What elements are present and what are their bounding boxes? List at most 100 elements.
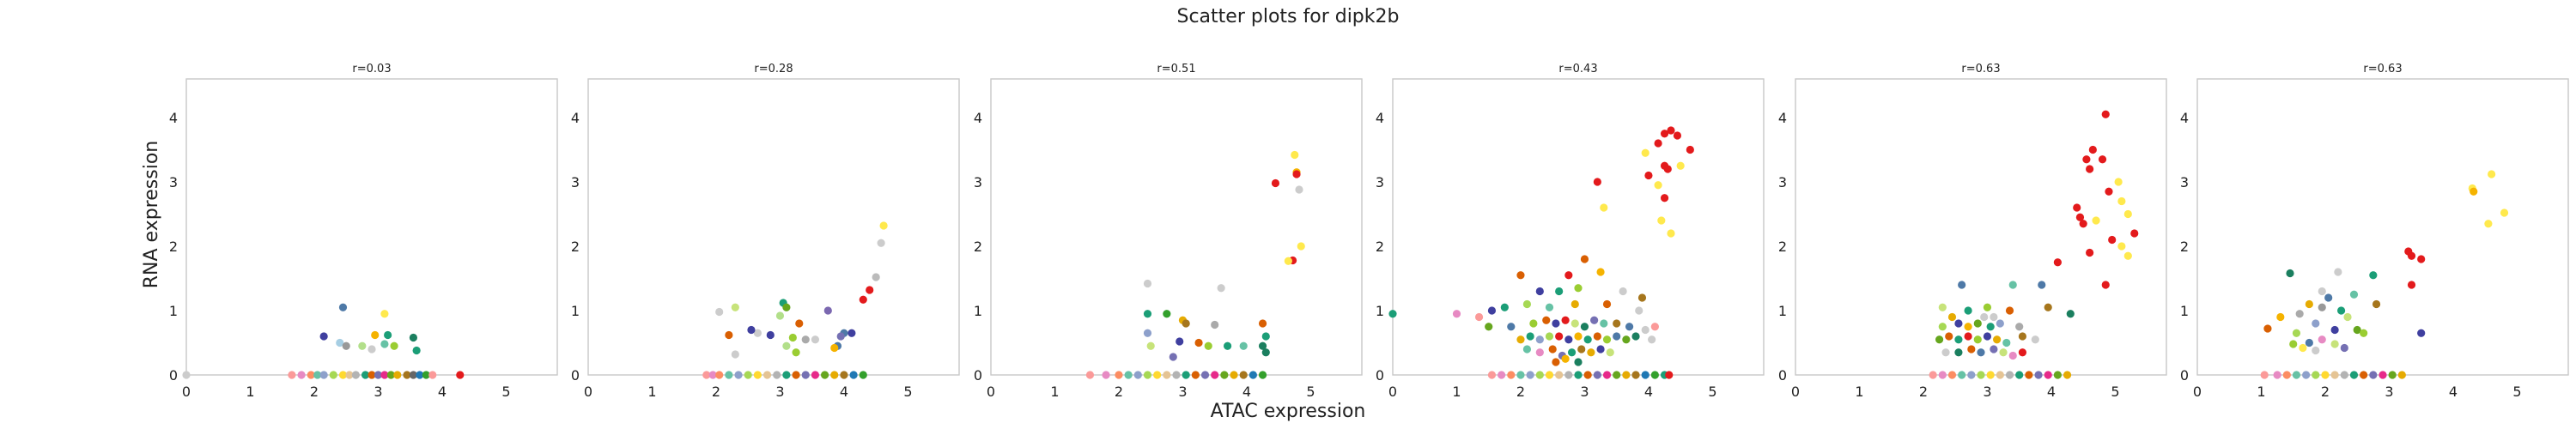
data-point — [2073, 203, 2081, 212]
data-point — [2397, 371, 2406, 379]
y-tick-label: 1 — [1376, 303, 1384, 319]
data-point — [1580, 323, 1589, 331]
data-point — [1941, 348, 1950, 357]
data-point — [731, 350, 739, 359]
data-point — [2008, 351, 2017, 360]
data-point — [456, 371, 465, 379]
data-point — [2018, 348, 2027, 357]
y-tick-label: 0 — [974, 367, 982, 384]
data-point — [2349, 290, 2359, 299]
data-point — [1613, 332, 1621, 341]
data-point — [1596, 345, 1605, 353]
x-tick-label: 2 — [1516, 384, 1525, 400]
data-point — [1958, 371, 1966, 379]
x-tick-label: 3 — [1178, 384, 1187, 400]
data-point — [773, 371, 781, 379]
x-tick-label: 1 — [1452, 384, 1461, 400]
data-point — [1631, 332, 1640, 341]
data-point — [2117, 196, 2126, 206]
data-point — [753, 371, 762, 379]
x-tick-label: 1 — [246, 384, 254, 400]
data-point — [1292, 170, 1301, 178]
data-point — [1567, 348, 1577, 357]
data-point — [1990, 312, 1998, 322]
data-point — [2038, 281, 2046, 289]
data-point — [1660, 130, 1669, 138]
x-tick-label: 3 — [2385, 384, 2393, 400]
data-point — [1593, 371, 1601, 379]
y-tick-label: 3 — [1376, 174, 1384, 190]
data-point — [182, 371, 191, 379]
plot-frame — [1392, 78, 1765, 376]
data-point — [2276, 312, 2285, 322]
data-point — [409, 371, 418, 379]
y-tick-label: 3 — [169, 174, 178, 190]
data-point — [1935, 335, 1944, 344]
scatter-panel: r=0.28 0 1 2 3 4 5 0 1 2 3 4 — [571, 63, 960, 400]
data-point — [1973, 319, 1982, 328]
data-point — [2360, 371, 2368, 379]
data-point — [390, 341, 398, 350]
x-tick-label: 0 — [1388, 384, 1397, 400]
data-point — [1600, 319, 1608, 328]
data-point — [297, 371, 306, 379]
data-point — [2324, 293, 2333, 302]
data-point — [1625, 323, 1634, 331]
panel-title: r=0.43 — [1558, 63, 1597, 76]
data-point — [384, 330, 392, 340]
data-point — [2500, 208, 2509, 217]
data-point — [2082, 155, 2091, 164]
data-point — [1220, 371, 1229, 379]
data-point — [1631, 371, 1640, 379]
data-point — [2123, 251, 2132, 260]
data-point — [1182, 371, 1190, 379]
data-point — [1535, 287, 1544, 296]
data-point — [782, 303, 791, 311]
x-tick-label: 1 — [1050, 384, 1059, 400]
data-point — [1938, 371, 1947, 379]
data-point — [2066, 310, 2075, 318]
panel-title: r=0.51 — [1157, 63, 1195, 76]
data-point — [1983, 303, 1992, 311]
data-point — [715, 307, 724, 317]
x-tick-label: 0 — [987, 384, 995, 400]
data-point — [1954, 335, 1963, 344]
data-point — [1967, 345, 1976, 353]
x-tick-label: 2 — [1919, 384, 1928, 400]
data-point — [1602, 371, 1612, 379]
y-tick-label: 1 — [571, 303, 580, 319]
x-tick-label: 5 — [1708, 384, 1716, 400]
data-point — [811, 335, 820, 344]
data-point — [1555, 287, 1564, 296]
data-point — [1990, 345, 1998, 353]
data-point — [1641, 371, 1649, 379]
data-point — [1564, 271, 1573, 280]
data-point — [386, 371, 395, 379]
data-point — [2349, 371, 2359, 379]
data-point — [2407, 251, 2416, 260]
data-point — [1295, 185, 1303, 194]
data-point — [1163, 371, 1171, 379]
data-point — [1297, 242, 1305, 251]
data-point — [1980, 312, 1989, 322]
data-point — [1516, 371, 1525, 379]
x-tick-label: 2 — [1115, 384, 1123, 400]
data-point — [1485, 323, 1493, 331]
x-tick-label: 0 — [182, 384, 191, 400]
data-point — [393, 371, 402, 379]
data-point — [1635, 306, 1643, 315]
data-point — [1619, 287, 1627, 296]
y-tick-label: 4 — [974, 110, 982, 126]
data-point — [2086, 248, 2094, 257]
data-point — [2263, 324, 2272, 333]
x-tick-label: 4 — [2449, 384, 2458, 400]
data-point — [1211, 371, 1219, 379]
data-point — [380, 340, 389, 348]
data-point — [1650, 371, 1659, 379]
data-point — [2130, 229, 2139, 238]
data-point — [1182, 319, 1190, 328]
plot-frame — [185, 78, 558, 376]
data-point — [2372, 299, 2381, 309]
